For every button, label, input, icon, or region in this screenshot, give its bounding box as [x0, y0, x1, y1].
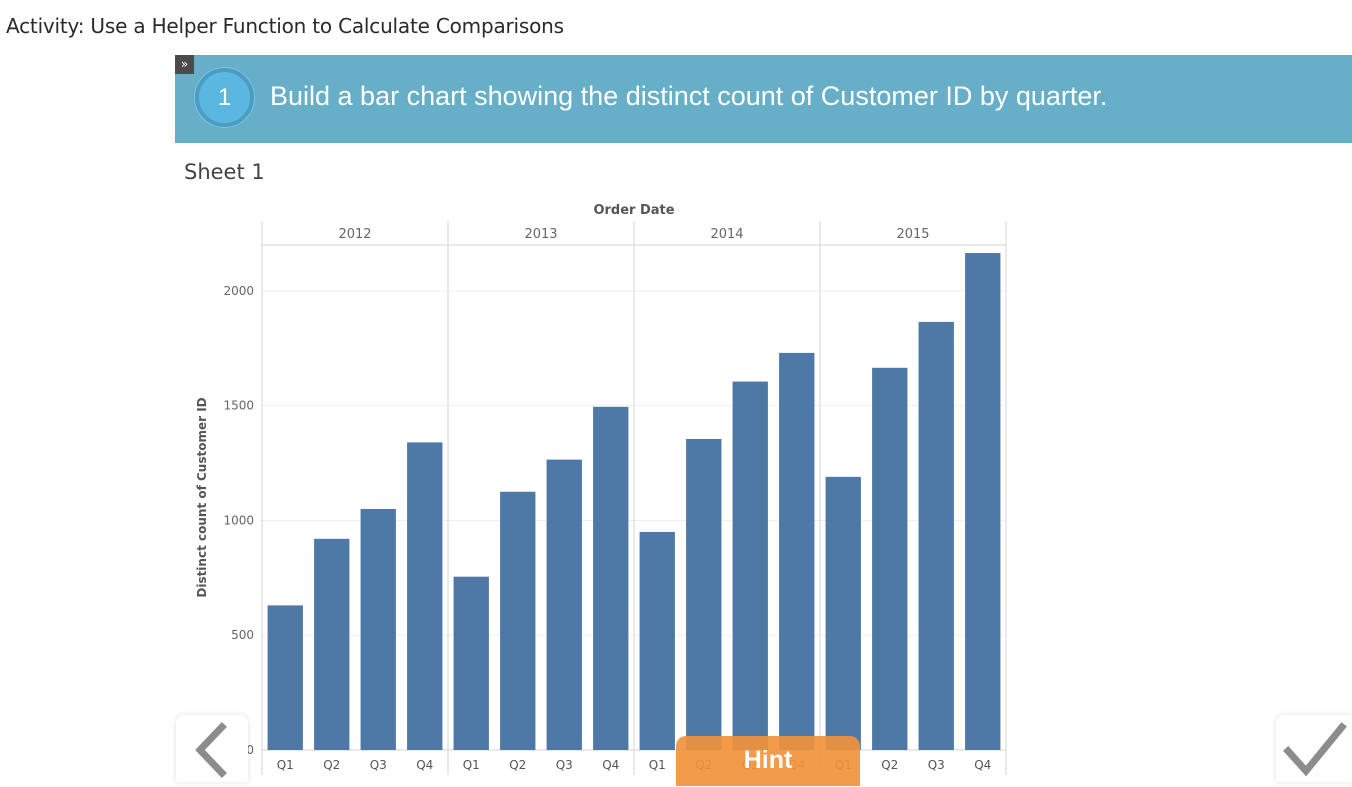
bar	[779, 352, 815, 750]
x-tick-label: Q3	[370, 758, 387, 772]
group-label: 2012	[338, 227, 371, 242]
x-tick-label: Q4	[416, 758, 433, 772]
y-axis-label: Distinct count of Customer ID	[195, 397, 209, 597]
y-tick-label: 0	[246, 743, 254, 757]
complete-button[interactable]	[1276, 715, 1352, 782]
bar	[686, 438, 722, 750]
x-tick-label: Q3	[556, 758, 573, 772]
x-tick-label: Q2	[509, 758, 526, 772]
activity-title: Activity: Use a Helper Function to Calcu…	[6, 14, 564, 38]
group-label: 2014	[710, 227, 743, 242]
x-tick-label: Q2	[323, 758, 340, 772]
group-label: 2015	[896, 227, 929, 242]
previous-button[interactable]	[176, 715, 248, 782]
y-tick-label: 1000	[223, 513, 254, 527]
x-tick-label: Q1	[649, 758, 666, 772]
bar	[500, 491, 536, 750]
instruction-banner: » 1 Build a bar chart showing the distin…	[175, 55, 1352, 143]
bar	[872, 367, 908, 750]
x-tick-label: Q1	[277, 758, 294, 772]
bar	[918, 321, 954, 750]
checkmark-icon	[1283, 722, 1347, 777]
bar-chart: Order Date 0 500 1000 1500 2000 Distinct count…	[195, 203, 1007, 775]
group-label: 2013	[524, 227, 557, 242]
bar	[593, 406, 629, 750]
bar	[360, 508, 396, 750]
step-instruction: Build a bar chart showing the distinct c…	[270, 81, 1108, 111]
bar	[453, 576, 489, 750]
bar	[407, 442, 443, 750]
x-tick-label: Q2	[881, 758, 898, 772]
step-number-badge: 1	[195, 68, 254, 127]
hint-button[interactable]: Hint	[676, 736, 860, 786]
bar	[639, 531, 675, 750]
bar	[314, 538, 350, 750]
y-tick-label: 1500	[223, 399, 254, 413]
chart-title: Order Date	[593, 203, 674, 218]
collapse-icon[interactable]: »	[175, 55, 194, 74]
bar	[825, 476, 861, 750]
x-tick-label: Q4	[602, 758, 619, 772]
bar	[546, 459, 582, 750]
chevron-left-icon	[195, 722, 227, 778]
bar	[267, 605, 303, 750]
x-tick-label: Q4	[974, 758, 991, 772]
y-tick-label: 2000	[223, 284, 254, 298]
sheet-title: Sheet 1	[184, 160, 265, 184]
y-tick-label: 500	[231, 628, 254, 642]
x-tick-label: Q3	[928, 758, 945, 772]
bar	[965, 253, 1001, 750]
x-tick-label: Q1	[463, 758, 480, 772]
bar	[732, 381, 768, 750]
